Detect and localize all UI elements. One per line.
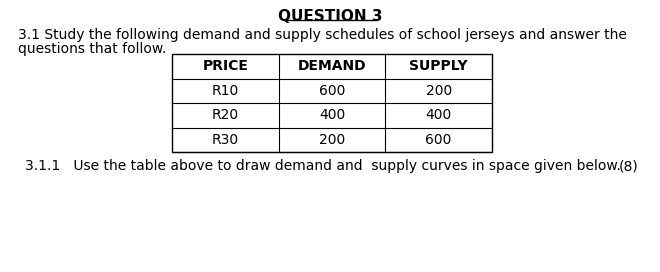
Text: R20: R20 bbox=[212, 108, 239, 122]
Text: 200: 200 bbox=[426, 84, 452, 98]
Text: 600: 600 bbox=[426, 133, 452, 147]
Text: SUPPLY: SUPPLY bbox=[409, 59, 468, 73]
Text: 3.1 Study the following demand and supply schedules of school jerseys and answer: 3.1 Study the following demand and suppl… bbox=[18, 28, 627, 42]
Text: PRICE: PRICE bbox=[203, 59, 248, 73]
Bar bbox=[172, 54, 492, 152]
Text: 3.1.1   Use the table above to draw demand and  supply curves in space given bel: 3.1.1 Use the table above to draw demand… bbox=[25, 159, 621, 173]
Text: DEMAND: DEMAND bbox=[298, 59, 366, 73]
Text: 600: 600 bbox=[319, 84, 345, 98]
Text: 200: 200 bbox=[319, 133, 345, 147]
Text: 400: 400 bbox=[319, 108, 345, 122]
Text: QUESTION 3: QUESTION 3 bbox=[278, 9, 382, 24]
Text: questions that follow.: questions that follow. bbox=[18, 42, 166, 56]
Text: R10: R10 bbox=[212, 84, 239, 98]
Text: 400: 400 bbox=[426, 108, 452, 122]
Text: R30: R30 bbox=[212, 133, 239, 147]
Text: (8): (8) bbox=[618, 159, 638, 173]
